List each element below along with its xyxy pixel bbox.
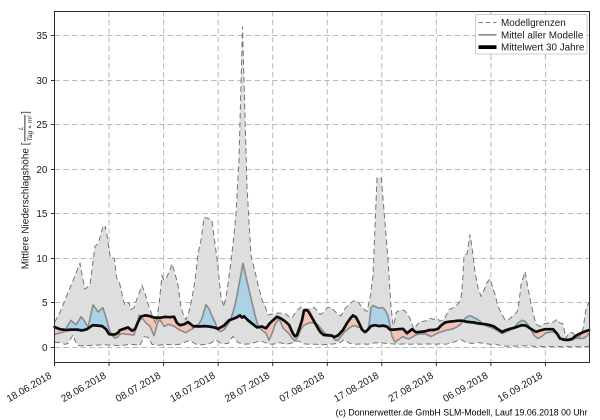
- svg-text:15: 15: [36, 209, 48, 220]
- svg-text:Tag × m²: Tag × m²: [27, 115, 34, 141]
- svg-text:Mittelwert 30 Jahre: Mittelwert 30 Jahre: [501, 43, 585, 54]
- svg-text:(c) Donnerwetter.de GmbH SLM-M: (c) Donnerwetter.de GmbH SLM-Modell, Lau…: [336, 407, 588, 417]
- svg-text:0: 0: [42, 343, 48, 354]
- svg-text:Mittlere Niederschlagshöhe [: Mittlere Niederschlagshöhe [: [20, 142, 31, 269]
- svg-text:Modellgrenzen: Modellgrenzen: [501, 18, 566, 29]
- svg-text:25: 25: [36, 120, 48, 131]
- svg-text:35: 35: [36, 31, 48, 42]
- svg-text:20: 20: [36, 165, 48, 176]
- svg-text:5: 5: [42, 298, 48, 309]
- svg-text:Mittel aller Modelle: Mittel aller Modelle: [501, 30, 584, 41]
- svg-text:]: ]: [20, 111, 31, 114]
- svg-text:10: 10: [36, 254, 48, 265]
- svg-text:30: 30: [36, 76, 48, 87]
- svg-text:L: L: [19, 127, 25, 130]
